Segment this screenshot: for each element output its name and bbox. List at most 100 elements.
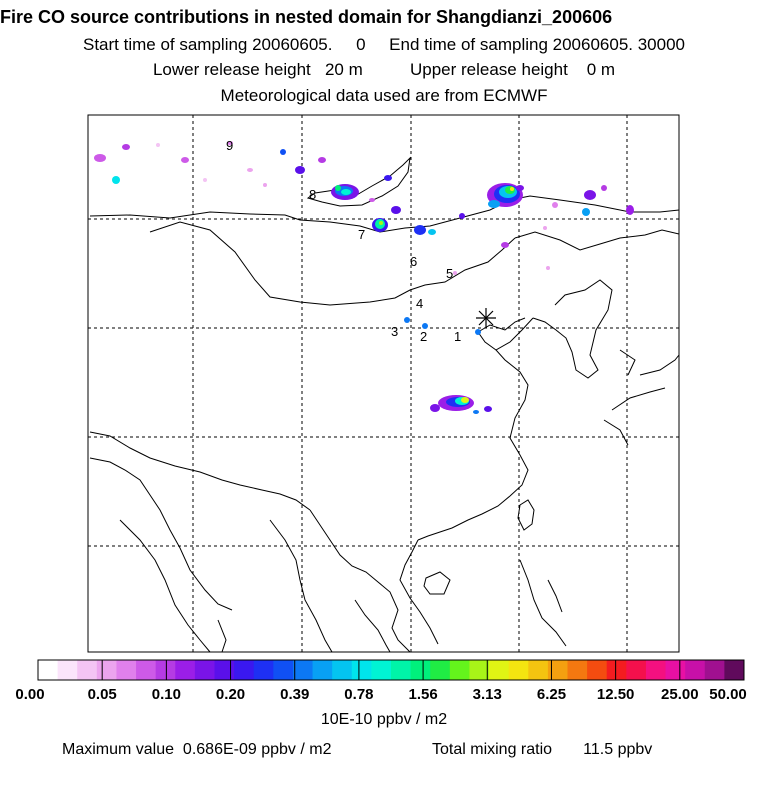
colorbar-label: 0.20: [215, 686, 246, 703]
plume-patch: [112, 176, 120, 184]
plume-patch: [626, 205, 634, 215]
colorbar-label: 50.00: [709, 686, 747, 703]
sampling-times: Start time of sampling 20060605. 0 End t…: [0, 35, 768, 55]
plume-patch: [280, 149, 286, 155]
trajectory-label: 5: [446, 266, 453, 281]
colorbar-swatch: [332, 660, 353, 680]
plume-patch: [263, 183, 267, 187]
plume-patch: [335, 185, 341, 191]
plume-patch: [227, 141, 233, 145]
trajectory-label: 3: [391, 324, 398, 339]
colorbar-swatch: [214, 660, 235, 680]
colorbar-swatch: [489, 660, 510, 680]
colorbar-label: 0.00: [15, 686, 45, 703]
plume-patch: [391, 206, 401, 214]
colorbar-label: 25.00: [661, 686, 699, 703]
colorbar-frame: [37, 659, 745, 681]
plume-patch: [459, 213, 465, 219]
plume-patch: [422, 323, 428, 329]
colorbar-swatch: [547, 660, 568, 680]
trajectory-label: 8: [309, 187, 316, 202]
india-coast: [119, 519, 211, 653]
plume-patch: [414, 225, 426, 235]
colorbar-swatch: [175, 660, 196, 680]
colorbar-label: 3.13: [472, 686, 502, 703]
lake-baikal: [306, 156, 411, 207]
colorbar-swatch: [77, 660, 98, 680]
release-heights: Lower release height 20 m Upper release …: [0, 60, 768, 80]
trajectory-label: 1: [454, 329, 461, 344]
myanmar-coast: [269, 519, 333, 653]
lower-release-height: Lower release height 20 m: [152, 60, 363, 79]
colorbar-label: 0.39: [280, 686, 310, 703]
colorbar-swatch: [645, 660, 667, 680]
japan-coast: [603, 349, 680, 446]
trajectory-label: 9: [226, 138, 233, 153]
plume-patch: [546, 266, 550, 270]
colorbar-swatch: [704, 660, 725, 680]
colorbar-swatch: [724, 660, 745, 680]
trajectory-label: 6: [410, 254, 417, 269]
plume-patch: [510, 187, 514, 191]
colorbar-swatch: [273, 660, 294, 680]
colorbar-swatch: [528, 660, 549, 680]
bohai-coast: [477, 317, 526, 351]
colorbar-swatch: [685, 660, 706, 680]
colorbar-label: 0.78: [344, 686, 374, 703]
sampling-end: End time of sampling 20060605. 30000: [389, 35, 685, 54]
plume-patch: [384, 175, 392, 181]
colorbar-units: 10E-10 ppbv / m2: [320, 711, 448, 728]
mongolia-china-border: [149, 221, 516, 306]
colorbar-swatch: [234, 660, 255, 680]
receptor-site-marker: [476, 308, 496, 328]
plume-patch: [181, 157, 189, 163]
sri-lanka-hint: [217, 619, 227, 653]
colorbar-swatch: [391, 660, 412, 680]
plume-patch: [341, 189, 351, 195]
plume-patch: [94, 154, 106, 162]
trajectory-label: 4: [416, 296, 423, 311]
korea-coast: [532, 279, 613, 379]
plume-patch: [552, 202, 558, 208]
vietnam-coast: [399, 539, 439, 645]
plume-patch: [582, 208, 590, 216]
india-north: [89, 457, 233, 611]
plume-patch: [156, 143, 160, 147]
philippines-island: [547, 579, 563, 613]
plume-patch: [369, 198, 375, 202]
upper-release-height: Upper release height 0 m: [409, 60, 616, 79]
colorbar-label: 12.50: [596, 686, 635, 703]
plume-patch: [584, 190, 596, 200]
colorbar-swatch: [194, 660, 215, 680]
plume-patch: [475, 329, 481, 335]
plume-patch: [203, 178, 207, 182]
map-footer: Maximum value 0.686E-09 ppbv / m2 Total …: [0, 741, 768, 795]
map-title: Fire CO source contributions in nested d…: [0, 7, 613, 27]
colorbar-label: 6.25: [536, 686, 567, 703]
sampling-start: Start time of sampling 20060605. 0: [82, 35, 366, 54]
co-plumes: [94, 141, 634, 414]
colorbar-label: 0.10: [151, 686, 181, 703]
colorbar-swatch: [155, 660, 176, 680]
plume-patch: [473, 410, 479, 414]
total-mixing-ratio: Total mixing ratio 11.5 ppbv: [432, 741, 653, 758]
colorbar-swatch: [136, 660, 157, 680]
trajectory-label: 2: [420, 329, 427, 344]
colorbar-swatch: [469, 660, 490, 680]
plume-patch: [122, 144, 130, 150]
colorbar-swatch: [371, 660, 392, 680]
trajectory-label: 7: [358, 227, 365, 242]
russia-mongolia-border: [89, 195, 680, 233]
colorbar-swatch: [449, 660, 470, 680]
plume-patch: [484, 406, 492, 412]
colorbar-swatch: [665, 660, 686, 680]
thailand-gulf: [354, 599, 391, 653]
coastlines-borders: [89, 156, 680, 653]
colorbar-swatch: [626, 660, 647, 680]
northeast-border: [514, 229, 680, 251]
plume-patch: [295, 166, 305, 174]
colorbar-swatch: [351, 660, 372, 680]
plume-patch: [318, 157, 326, 163]
china-east-coast: [417, 317, 534, 541]
plume-patch: [461, 397, 469, 403]
